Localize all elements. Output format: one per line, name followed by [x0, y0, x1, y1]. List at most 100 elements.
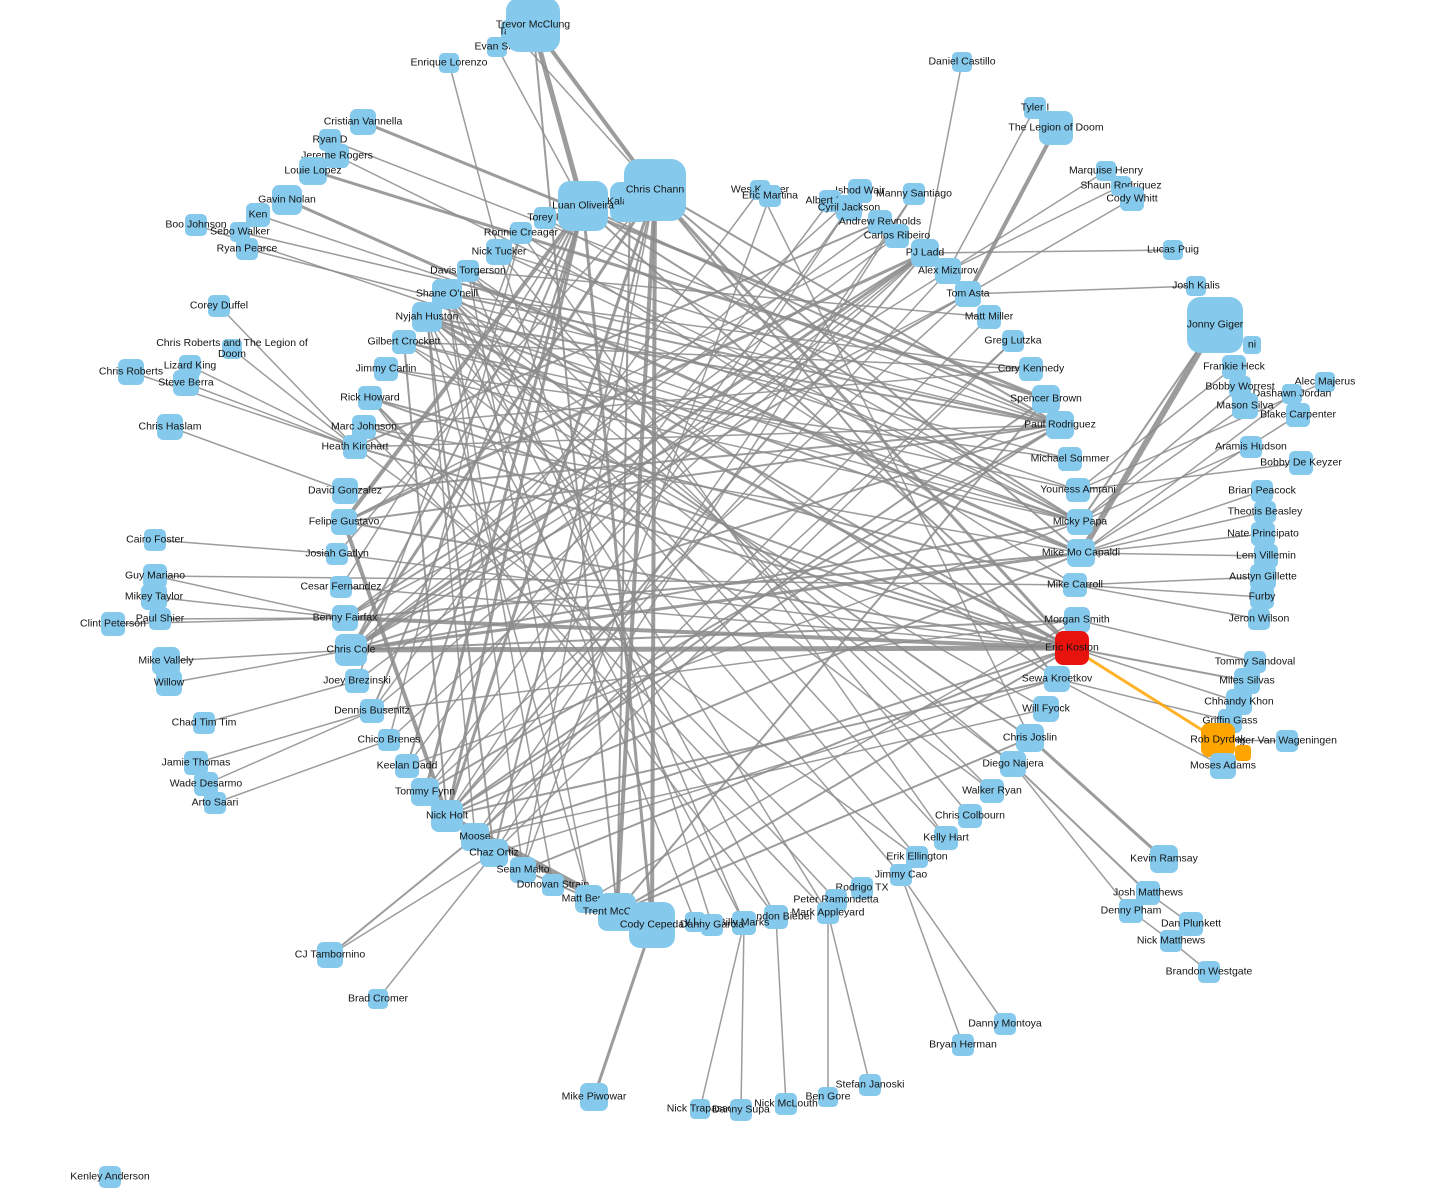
- graph-node[interactable]: [629, 902, 675, 948]
- graph-node[interactable]: [1016, 724, 1044, 752]
- graph-node[interactable]: [890, 864, 912, 886]
- graph-node[interactable]: [157, 414, 183, 440]
- graph-node[interactable]: [1055, 631, 1089, 665]
- graph-node[interactable]: [1289, 451, 1313, 475]
- graph-node[interactable]: [272, 185, 302, 215]
- graph-node[interactable]: [439, 53, 459, 73]
- graph-node[interactable]: [431, 800, 463, 832]
- graph-node[interactable]: [1201, 723, 1235, 757]
- graph-node[interactable]: [1064, 607, 1090, 633]
- graph-node[interactable]: [1067, 539, 1095, 567]
- graph-node[interactable]: [1120, 187, 1144, 211]
- graph-node[interactable]: [208, 295, 230, 317]
- graph-node[interactable]: [818, 1087, 838, 1107]
- graph-node[interactable]: [101, 612, 125, 636]
- graph-node[interactable]: [330, 576, 352, 598]
- graph-node[interactable]: [141, 584, 167, 610]
- graph-node[interactable]: [1198, 961, 1220, 983]
- graph-node[interactable]: [374, 357, 398, 381]
- graph-node[interactable]: [1187, 297, 1243, 353]
- graph-node[interactable]: [510, 857, 536, 883]
- graph-node[interactable]: [412, 302, 442, 332]
- graph-node[interactable]: [1250, 585, 1274, 609]
- graph-node[interactable]: [1244, 651, 1266, 673]
- graph-node[interactable]: [1039, 111, 1073, 145]
- graph-node[interactable]: [1058, 447, 1082, 471]
- graph-node[interactable]: [299, 157, 327, 185]
- graph-node[interactable]: [1066, 478, 1090, 502]
- graph-node[interactable]: [1243, 336, 1261, 354]
- graph-node[interactable]: [1032, 385, 1060, 413]
- graph-node[interactable]: [906, 846, 928, 868]
- graph-node[interactable]: [759, 185, 781, 207]
- graph-node[interactable]: [851, 877, 873, 899]
- graph-node[interactable]: [510, 222, 532, 244]
- graph-node[interactable]: [1096, 161, 1116, 181]
- graph-node[interactable]: [480, 839, 508, 867]
- graph-node[interactable]: [317, 942, 343, 968]
- graph-node[interactable]: [332, 478, 358, 504]
- graph-node[interactable]: [335, 634, 367, 666]
- graph-node[interactable]: [819, 190, 841, 212]
- graph-node[interactable]: [624, 159, 686, 221]
- graph-node[interactable]: [534, 207, 556, 229]
- graph-node[interactable]: [1315, 372, 1335, 392]
- graph-node[interactable]: [836, 195, 862, 221]
- graph-node[interactable]: [156, 670, 182, 696]
- graph-node[interactable]: [1229, 376, 1251, 398]
- graph-node[interactable]: [732, 911, 756, 935]
- graph-node[interactable]: [690, 1099, 710, 1119]
- graph-node[interactable]: [343, 435, 367, 459]
- graph-node[interactable]: [685, 912, 705, 932]
- graph-node[interactable]: [1046, 411, 1074, 439]
- graph-node[interactable]: [764, 905, 788, 929]
- graph-node[interactable]: [185, 214, 207, 236]
- graph-node[interactable]: [395, 754, 419, 778]
- graph-node[interactable]: [885, 224, 909, 248]
- graph-node[interactable]: [173, 370, 199, 396]
- graph-node[interactable]: [1179, 912, 1203, 936]
- graph-node[interactable]: [368, 989, 388, 1009]
- graph-node[interactable]: [558, 181, 608, 231]
- graph-node[interactable]: [701, 914, 723, 936]
- graph-node[interactable]: [1282, 384, 1302, 404]
- graph-node[interactable]: [1002, 330, 1024, 352]
- graph-node[interactable]: [326, 543, 348, 565]
- graph-node[interactable]: [911, 239, 939, 267]
- graph-node[interactable]: [1286, 403, 1310, 427]
- graph-node[interactable]: [1235, 745, 1251, 761]
- graph-node[interactable]: [580, 1083, 608, 1111]
- graph-node[interactable]: [1067, 509, 1093, 535]
- graph-node[interactable]: [1063, 573, 1087, 597]
- graph-node[interactable]: [392, 330, 416, 354]
- graph-node[interactable]: [1000, 751, 1026, 777]
- graph-node[interactable]: [903, 183, 925, 205]
- graph-node[interactable]: [980, 779, 1004, 803]
- graph-node[interactable]: [1210, 753, 1236, 779]
- graph-node[interactable]: [775, 1093, 797, 1115]
- graph-node[interactable]: [958, 804, 982, 828]
- graph-node[interactable]: [1033, 696, 1059, 722]
- graph-node[interactable]: [378, 729, 400, 751]
- graph-node[interactable]: [204, 792, 226, 814]
- graph-node[interactable]: [325, 144, 349, 168]
- graph-node[interactable]: [144, 529, 166, 551]
- graph-node[interactable]: [955, 281, 981, 307]
- graph-node[interactable]: [1019, 357, 1043, 381]
- graph-node[interactable]: [1251, 480, 1273, 502]
- graph-node[interactable]: [1232, 393, 1258, 419]
- graph-node[interactable]: [99, 1166, 121, 1188]
- graph-node[interactable]: [1160, 930, 1182, 952]
- graph-node[interactable]: [506, 0, 560, 52]
- graph-node[interactable]: [1186, 276, 1206, 296]
- graph-node[interactable]: [222, 339, 242, 359]
- graph-node[interactable]: [1254, 501, 1276, 523]
- graph-node[interactable]: [859, 1074, 881, 1096]
- graph-node[interactable]: [1248, 608, 1270, 630]
- graph-node[interactable]: [730, 1099, 752, 1121]
- graph-node[interactable]: [486, 239, 512, 265]
- graph-node[interactable]: [332, 605, 358, 631]
- graph-node[interactable]: [331, 509, 357, 535]
- graph-node[interactable]: [1240, 436, 1262, 458]
